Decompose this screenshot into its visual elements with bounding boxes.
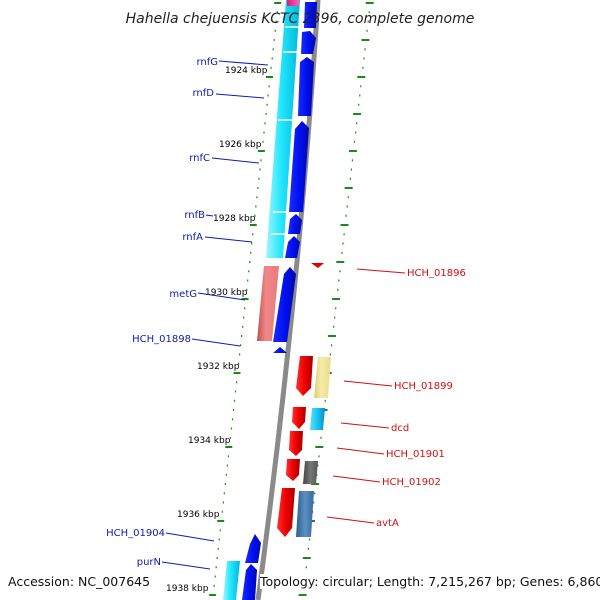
- gene-arrow-HCH_01898: [273, 347, 287, 353]
- gene-label-HCH_01902[interactable]: HCH_01902: [382, 477, 441, 488]
- gene-label-rnfD[interactable]: rnfD: [193, 88, 215, 99]
- gene-block-HCH_01902-grey: [303, 461, 318, 484]
- cog-track-left: [257, 0, 301, 341]
- gene-block-dcd-sky: [310, 408, 325, 430]
- genome-summary-text: Topology: circular; Length: 7,215,267 bp…: [260, 574, 600, 589]
- gene-label-rnfB[interactable]: rnfB: [184, 210, 205, 221]
- gene-label-HCH_01899[interactable]: HCH_01899: [394, 381, 453, 392]
- gene-label-purN[interactable]: purN: [137, 557, 161, 568]
- gene-arrows-right: [277, 263, 331, 537]
- gene-label-HCH_01901[interactable]: HCH_01901: [386, 449, 445, 460]
- kbp-label-1924: 1924 kbp: [225, 66, 268, 76]
- gene-block-avtA-steel: [296, 491, 314, 537]
- gene-label-avtA[interactable]: avtA: [376, 518, 399, 529]
- gene-arrow-HCH_01902: [286, 459, 300, 481]
- gene-arrow-rnfB: [288, 214, 302, 234]
- leader-lines-right: [326, 268, 406, 524]
- kbp-label-1934: 1934 kbp: [188, 436, 231, 446]
- gene-block-metG-salmon: [257, 266, 279, 341]
- gene-block-pink: [287, 0, 299, 6]
- map-title: Hahella chejuensis KCTC 2396, complete g…: [126, 11, 475, 27]
- kbp-axis-labels: 1924 kbp 1926 kbp 1928 kbp 1930 kbp 1932…: [166, 66, 268, 594]
- gene-arrow-purN: [242, 564, 257, 600]
- gene-label-HCH_01904[interactable]: HCH_01904: [106, 528, 165, 539]
- gene-arrow-rnfG: [304, 2, 317, 28]
- kbp-label-1932: 1932 kbp: [197, 362, 240, 372]
- position-ruler-left: [209, 2, 282, 596]
- gene-block-rnf-cyan: [266, 0, 300, 258]
- gene-label-HCH_01896[interactable]: HCH_01896: [407, 268, 466, 279]
- gene-label-dcd[interactable]: dcd: [391, 423, 409, 434]
- gene-label-rnfG[interactable]: rnfG: [196, 57, 218, 68]
- kbp-label-1930: 1930 kbp: [205, 288, 248, 298]
- gene-arrow-rnfA: [285, 236, 300, 258]
- gene-label-metG[interactable]: metG: [169, 289, 197, 300]
- accession-text: Accession: NC_007645: [8, 574, 151, 589]
- gene-label-rnfC[interactable]: rnfC: [189, 153, 210, 164]
- leader-lines-left: [161, 60, 269, 570]
- gene-arrow-HCH_01901: [289, 431, 303, 456]
- gene-arrow-metG: [273, 267, 296, 342]
- gene-labels-left: rnfG rnfD rnfC rnfB rnfA metG HCH_01898 …: [106, 57, 218, 568]
- gene-arrow-HCH_01899: [296, 356, 313, 396]
- kbp-label-1938: 1938 kbp: [166, 584, 209, 594]
- kbp-label-1936: 1936 kbp: [177, 510, 220, 520]
- kbp-label-1926: 1926 kbp: [219, 140, 262, 150]
- kbp-label-1928: 1928 kbp: [213, 214, 256, 224]
- gene-block-HCH_01899-khaki: [314, 357, 331, 398]
- gene-label-rnfA[interactable]: rnfA: [182, 232, 203, 243]
- gene-arrow-rnfG-2: [301, 31, 316, 54]
- gene-arrows-left: [242, 2, 317, 600]
- gene-block-purN-cyan: [223, 561, 240, 600]
- gene-arrow-avtA: [277, 488, 295, 537]
- gene-arrow-rnfC: [289, 121, 309, 212]
- gene-labels-right: HCH_01896 HCH_01899 dcd HCH_01901 HCH_01…: [376, 268, 466, 529]
- gene-arrow-rnfD: [298, 57, 314, 116]
- gene-arrow-HCH_01904: [245, 534, 261, 563]
- gene-label-HCH_01898[interactable]: HCH_01898: [132, 334, 191, 345]
- gene-arrow-dcd: [292, 407, 306, 429]
- gene-arrow-HCH_01896: [311, 263, 324, 268]
